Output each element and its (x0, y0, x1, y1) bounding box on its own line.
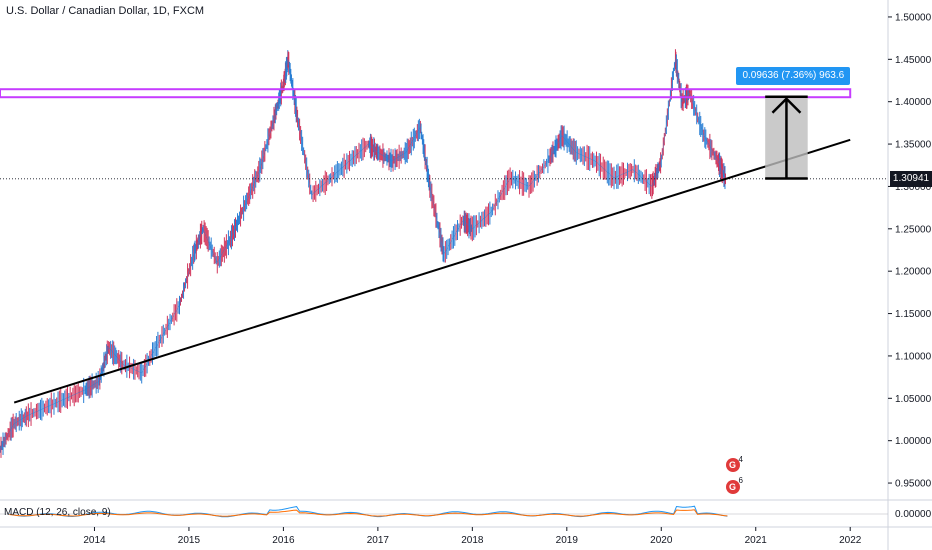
measure-label: 0.09636 (7.36%) 963.6 (736, 66, 851, 85)
y-tick-label: 1.15000 (895, 309, 932, 320)
measure-arrow-head (771, 97, 802, 114)
y-tick-label: 1.25000 (895, 224, 932, 235)
y-tick-label: 1.05000 (895, 394, 932, 405)
x-tick-label: 2019 (556, 535, 579, 546)
y-tick-label: 1.50000 (895, 12, 932, 23)
y-tick-label: 1.10000 (895, 351, 932, 362)
y-tick-label: 1.00000 (895, 436, 932, 447)
x-tick-label: 2015 (178, 535, 201, 546)
x-tick-label: 2020 (650, 535, 673, 546)
y-tick-label: 1.20000 (895, 267, 932, 278)
flag-event-icon[interactable]: G (725, 480, 740, 494)
current-price-tag: 1.30941 (890, 170, 932, 187)
y-tick-label: 1.40000 (895, 97, 932, 108)
chart-title: U.S. Dollar / Canadian Dollar, 1D, FXCM (6, 5, 205, 17)
y-tick-label: 1.35000 (895, 140, 932, 151)
price-series-line (0, 59, 726, 450)
event-count: 6 (738, 476, 743, 485)
trendline[interactable] (13, 138, 851, 404)
y-tick-label: 0.95000 (895, 479, 932, 490)
flag-event-icon[interactable]: G (725, 458, 740, 472)
macd-signal-line (9, 509, 728, 517)
macd-label: MACD (12, 26, close, 9) (4, 507, 111, 518)
x-tick-label: 2021 (745, 535, 768, 546)
y-tick-label: 1.45000 (895, 55, 932, 66)
x-tick-label: 2018 (461, 535, 484, 546)
resistance-line[interactable] (0, 88, 852, 99)
event-count: 4 (738, 455, 743, 464)
y-tick-label: 1.30000 (895, 182, 932, 193)
x-tick-label: 2022 (839, 535, 862, 546)
x-tick-label: 2014 (83, 535, 106, 546)
x-tick-label: 2017 (367, 535, 390, 546)
macd-zero-tick-label: 0.00000 (895, 509, 932, 520)
x-tick-label: 2016 (272, 535, 295, 546)
